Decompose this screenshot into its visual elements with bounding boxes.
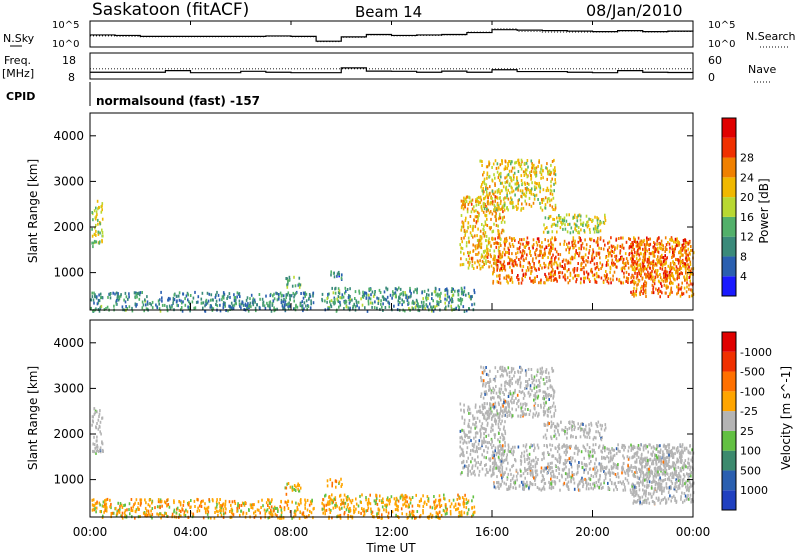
date-label: 08/Jan/2010 [586, 1, 683, 20]
velocity-colorbar-tick-1: 500 [740, 464, 761, 477]
nsky-tick-top: 10^5 [52, 20, 79, 31]
power-colorbar-tick-4: 20 [740, 191, 754, 204]
velocity-colorbar-swatch-2 [722, 450, 736, 471]
scatter-patch-2 [284, 482, 302, 496]
freq-unit: [MHz] [2, 67, 34, 80]
scatter-patch-3 [330, 270, 343, 281]
nave-tick-bottom: 0 [708, 71, 715, 84]
power-colorbar-swatch-5 [722, 177, 736, 198]
scatter-patch-1 [91, 497, 315, 520]
scatter-patch-6 [479, 158, 557, 212]
scatter-patch-4 [321, 493, 476, 520]
xtick-1: 04:00 [173, 525, 208, 539]
power-colorbar-tick-2: 12 [740, 231, 754, 244]
xtick-0: 00:00 [73, 525, 108, 539]
power-colorbar-swatch-3 [722, 216, 736, 237]
scatter-patch-6 [480, 365, 557, 419]
scatter-patch-7 [492, 443, 692, 492]
velocity-colorbar-swatch-7 [722, 351, 736, 372]
power-colorbar-swatch-7 [722, 137, 736, 158]
xtick-6: 00:00 [676, 525, 711, 539]
station-title: Saskatoon (fitACF) [92, 0, 249, 20]
power-ytick-4000: 4000 [53, 129, 84, 143]
velocity-colorbar-tick-2: 100 [740, 445, 761, 458]
beam-label: Beam 14 [355, 3, 422, 21]
xtick-3: 12:00 [374, 525, 409, 539]
nsky-panel: N.Sky 10^5 10^0 10^5 10^0 N.Search [3, 20, 796, 50]
nsearch-label: N.Search [746, 30, 796, 43]
velocity-colorbar-swatch-8 [722, 332, 736, 352]
power-colorbar-tick-0: 4 [740, 270, 747, 283]
freq-series [90, 67, 694, 74]
velocity-colorbar-swatch-1 [722, 470, 736, 491]
nave-tick-top: 60 [708, 54, 722, 67]
xtick-5: 20:00 [575, 525, 610, 539]
scatter-patch-9 [630, 443, 695, 506]
power-ytick-1000: 1000 [53, 266, 84, 280]
nsky-label: N.Sky [3, 32, 35, 45]
scatter-patch-0 [91, 407, 104, 455]
time-axis: 00:00 04:00 08:00 12:00 16:00 20:00 00:00 [73, 21, 711, 539]
velocity-colorbar-swatch-5 [722, 391, 736, 412]
nsearch-series [90, 28, 694, 43]
velocity-ytick-4000: 4000 [53, 336, 84, 350]
velocity-colorbar-tick-5: -100 [740, 385, 765, 398]
power-colorbar: 4 8 12 16 20 24 28 [721, 117, 754, 297]
scatter-patch-4 [321, 286, 476, 313]
cpid-value: normalsound (fast) -157 [96, 94, 260, 108]
power-colorbar-swatch-8 [722, 118, 736, 138]
velocity-ytick-2000: 2000 [53, 427, 84, 441]
scatter-patch-3 [326, 477, 343, 489]
freq-tick-bottom: 8 [68, 71, 75, 84]
velocity-ylabel: Slant Range [km] [26, 366, 40, 470]
scatter-patch-1 [90, 290, 315, 313]
velocity-colorbar: 1000 500 100 25 -25 -100 -500 -1000 [721, 331, 772, 511]
power-ytick-2000: 2000 [53, 220, 84, 234]
power-colorbar-swatch-2 [722, 236, 736, 257]
velocity-colorbar-tick-0: 1000 [740, 484, 768, 497]
velocity-colorbar-tick-6: -500 [740, 366, 765, 379]
nsearch-tick-bottom: 10^0 [708, 39, 735, 50]
scatter-patch-8 [542, 213, 607, 235]
power-colorbar-label: Power [dB] [757, 178, 771, 243]
nsky-series [90, 29, 694, 42]
power-ylabel: Slant Range [km] [26, 159, 40, 263]
velocity-ytick-3000: 3000 [53, 381, 84, 395]
nsearch-tick-top: 10^5 [708, 20, 735, 31]
power-colorbar-swatch-4 [722, 197, 736, 217]
velocity-colorbar-swatch-3 [722, 430, 736, 451]
power-colorbar-swatch-1 [722, 256, 736, 277]
cpid-label: CPID [6, 90, 35, 103]
scatter-patch-2 [285, 275, 302, 289]
nsky-tick-bottom: 10^0 [52, 39, 79, 50]
power-colorbar-swatch-0 [722, 276, 736, 296]
scatter-patch-0 [91, 199, 104, 249]
power-colorbar-tick-1: 8 [740, 250, 747, 263]
power-colorbar-tick-5: 24 [740, 171, 754, 184]
velocity-panel: 1000 2000 3000 4000 Slant Range [km] 1000 50… [26, 319, 793, 520]
velocity-colorbar-tick-3: 25 [740, 425, 754, 438]
power-colorbar-tick-6: 28 [740, 152, 754, 165]
freq-label: Freq. [4, 54, 31, 67]
power-ytick-3000: 3000 [53, 174, 84, 188]
xlabel: Time UT [365, 541, 416, 554]
velocity-colorbar-tick-7: -1000 [740, 346, 772, 359]
velocity-colorbar-tick-4: -25 [740, 405, 758, 418]
xtick-4: 16:00 [475, 525, 510, 539]
xtick-2: 08:00 [274, 525, 309, 539]
velocity-colorbar-label: Velocity [m s^-1] [779, 366, 793, 470]
power-colorbar-tick-3: 16 [740, 211, 754, 224]
freq-tick-top: 18 [62, 54, 76, 67]
velocity-colorbar-swatch-6 [722, 371, 736, 392]
freq-panel: Freq. [MHz] 18 8 60 0 Nave [2, 52, 776, 84]
scatter-patch-8 [542, 420, 607, 442]
velocity-colorbar-swatch-0 [722, 490, 736, 510]
power-panel: 1000 2000 3000 4000 Slant Range [km] 4 8 12 16… [26, 112, 771, 313]
velocity-colorbar-swatch-4 [722, 411, 736, 431]
velocity-ytick-1000: 1000 [53, 473, 84, 487]
power-colorbar-swatch-6 [722, 157, 736, 178]
nave-label: Nave [748, 63, 776, 76]
